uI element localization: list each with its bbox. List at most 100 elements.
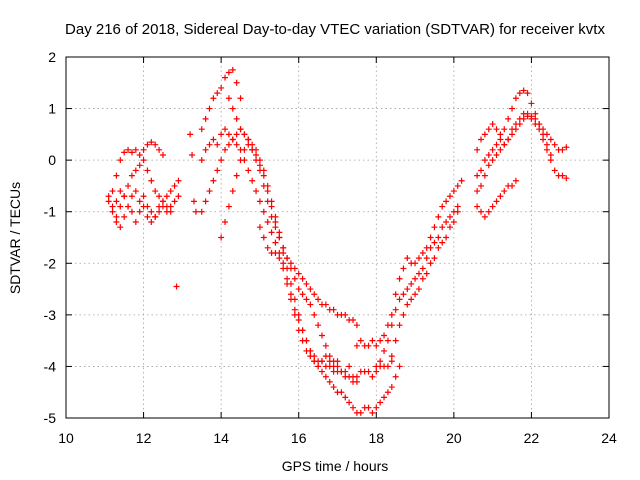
data-point — [435, 213, 442, 220]
data-point — [156, 193, 163, 200]
data-point — [551, 167, 558, 174]
data-point — [113, 172, 120, 179]
data-point — [148, 219, 155, 226]
data-point — [353, 342, 360, 349]
data-point — [173, 283, 180, 290]
series-sat-e — [173, 283, 180, 290]
chart-title: Day 216 of 2018, Sidereal Day-to-day VTE… — [65, 21, 605, 38]
data-point — [140, 157, 147, 164]
data-point — [287, 291, 294, 298]
data-point — [144, 167, 151, 174]
data-point — [225, 131, 232, 138]
data-point — [256, 167, 263, 174]
data-point — [540, 136, 547, 143]
data-point — [206, 188, 213, 195]
data-point — [373, 368, 380, 375]
y-tick-label: 1 — [48, 101, 56, 117]
data-point — [481, 131, 488, 138]
x-tick-label: 16 — [291, 430, 307, 446]
data-point — [474, 188, 481, 195]
data-point — [454, 182, 461, 189]
data-point — [113, 213, 120, 220]
data-point — [532, 110, 539, 117]
data-point — [443, 219, 450, 226]
data-point — [439, 239, 446, 246]
data-point — [485, 208, 492, 215]
data-point — [350, 404, 357, 411]
data-point — [222, 219, 229, 226]
data-point — [443, 198, 450, 205]
x-tick-label: 18 — [368, 430, 384, 446]
data-point — [404, 301, 411, 308]
data-point — [365, 404, 372, 411]
data-point — [478, 182, 485, 189]
data-point — [505, 136, 512, 143]
data-point — [497, 146, 504, 153]
data-point — [474, 203, 481, 210]
data-point — [450, 219, 457, 226]
data-point — [222, 146, 229, 153]
data-point — [284, 255, 291, 262]
data-point — [241, 146, 248, 153]
data-point — [222, 74, 229, 81]
data-point — [396, 363, 403, 370]
data-point — [245, 167, 252, 174]
data-point — [423, 270, 430, 277]
data-point — [132, 146, 139, 153]
data-point — [152, 141, 159, 148]
data-point — [392, 291, 399, 298]
data-point — [125, 146, 132, 153]
data-point — [222, 126, 229, 133]
data-point — [264, 219, 271, 226]
data-point — [485, 151, 492, 158]
data-point — [152, 213, 159, 220]
data-points — [105, 66, 570, 416]
series-sat-l — [256, 224, 341, 370]
data-point — [322, 353, 329, 360]
series-sat-f — [187, 131, 199, 215]
data-point — [260, 234, 267, 241]
data-point — [128, 149, 135, 156]
data-point — [156, 146, 163, 153]
data-point — [276, 229, 283, 236]
y-tick-label: -4 — [44, 358, 57, 374]
data-point — [198, 126, 205, 133]
data-point — [435, 234, 442, 241]
data-point — [528, 113, 535, 120]
data-point — [478, 208, 485, 215]
data-point — [121, 149, 128, 156]
data-point — [373, 342, 380, 349]
data-point — [315, 322, 322, 329]
data-point — [229, 136, 236, 143]
data-point — [512, 177, 519, 184]
y-tick-label: 2 — [48, 49, 56, 65]
data-point — [214, 167, 221, 174]
data-point — [365, 368, 372, 375]
y-tick-label: -2 — [44, 255, 57, 271]
data-point — [272, 219, 279, 226]
data-point — [384, 337, 391, 344]
data-point — [520, 115, 527, 122]
data-point — [512, 126, 519, 133]
data-point — [206, 105, 213, 112]
data-point — [427, 244, 434, 251]
data-point — [264, 188, 271, 195]
data-point — [388, 384, 395, 391]
data-point — [400, 291, 407, 298]
data-point — [551, 141, 558, 148]
data-point — [532, 115, 539, 122]
data-point — [140, 193, 147, 200]
data-point — [128, 208, 135, 215]
data-point — [543, 131, 550, 138]
data-point — [163, 203, 170, 210]
data-point — [540, 126, 547, 133]
data-point — [381, 332, 388, 339]
data-point — [377, 358, 384, 365]
data-point — [291, 306, 298, 313]
data-point — [171, 182, 178, 189]
data-point — [159, 198, 166, 205]
data-point — [536, 121, 543, 128]
data-point — [373, 404, 380, 411]
data-point — [128, 172, 135, 179]
